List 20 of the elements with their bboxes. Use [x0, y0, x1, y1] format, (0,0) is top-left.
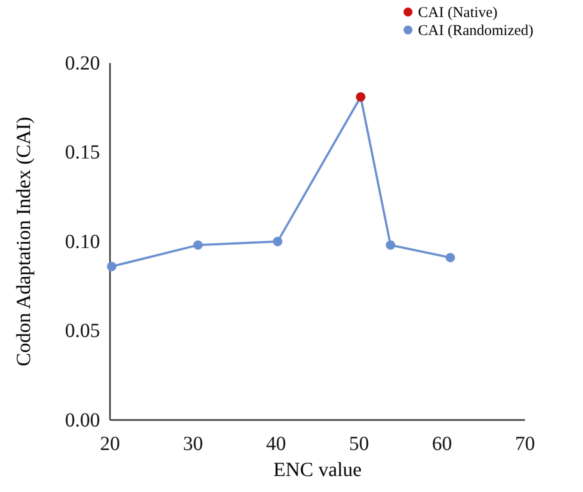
y-tick-label: 0.15	[65, 142, 100, 164]
point	[272, 236, 282, 246]
x-tick-label: 30	[183, 433, 203, 456]
legend-label: CAI (Native)	[418, 5, 498, 21]
x-tick-label: 20	[100, 433, 120, 456]
y-tick-label: 0.10	[65, 230, 100, 253]
x-axis-title: ENC value	[273, 459, 362, 481]
point	[193, 240, 203, 250]
y-tick-label: 0.05	[65, 320, 100, 342]
legend-label: CAI (Randomized)	[418, 23, 534, 39]
y-tick-label: 0.20	[65, 52, 100, 74]
point	[386, 240, 396, 250]
point	[446, 252, 456, 262]
x-tick-label: 60	[432, 433, 452, 456]
x-tick-label: 40	[266, 433, 286, 456]
point	[106, 262, 116, 272]
y-axis-title: Codon Adaptation Index (CAI)	[13, 116, 35, 366]
x-tick-label: 50	[349, 433, 369, 456]
y-tick-label: 0.00	[65, 409, 100, 432]
x-tick-label: 70	[515, 433, 535, 456]
